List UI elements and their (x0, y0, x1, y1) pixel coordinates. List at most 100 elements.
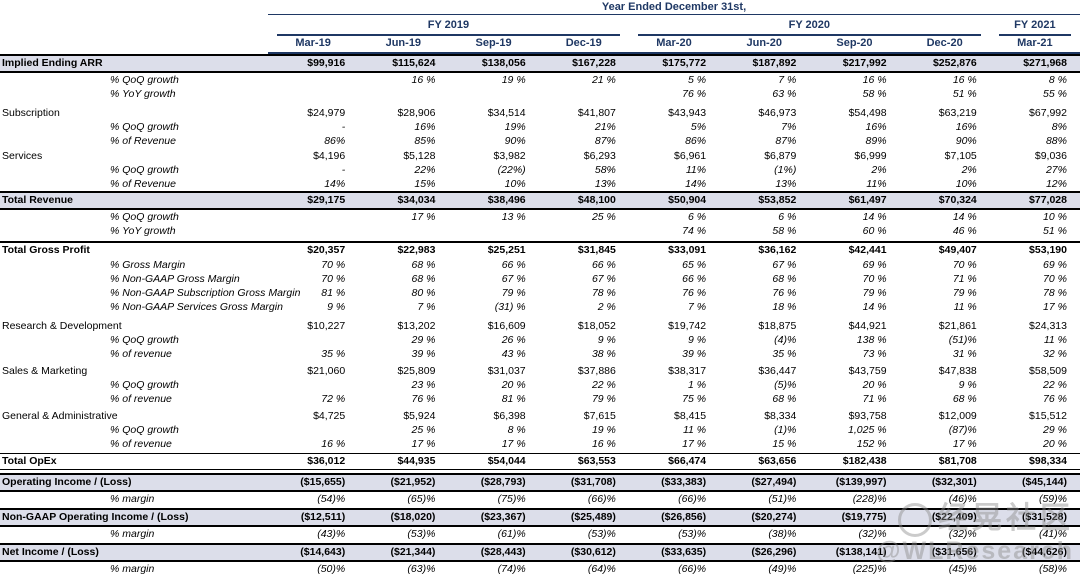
cell: $25,809 (397, 365, 436, 377)
cell: $24,313 (1029, 320, 1067, 332)
cell: 63 % (772, 88, 797, 100)
cell: 16% (865, 121, 887, 133)
cell: 11 % (682, 424, 707, 436)
cell: ($18,020) (390, 511, 436, 523)
table-row: Total Gross Profit $20,357 $22,983 $25,251 $… (0, 241, 1080, 258)
cell: 13% (775, 178, 797, 190)
table-row: % of Revenue 14% 15% 10% 13% 14% 13% 11% 10% 12% (0, 177, 1080, 191)
cell: 90% (955, 135, 977, 147)
cell: 79 % (591, 393, 616, 405)
cell: 88% (1045, 135, 1067, 147)
cell: 51 % (952, 88, 977, 100)
table-row: % QoQ growth 23 % 20 % 22 % 1 % (5)% 20 % 9 % 22… (0, 378, 1080, 392)
row-label: Operating Income / (Loss) (2, 476, 132, 488)
cell: 9 % (327, 301, 346, 313)
cell: 58 % (862, 88, 887, 100)
cell: (58)% (1038, 563, 1067, 575)
row-label: % QoQ growth (110, 379, 179, 391)
cell: 7 % (778, 74, 797, 86)
cell: $48,100 (577, 194, 616, 206)
cell: 16 % (411, 74, 436, 86)
cell: ($26,856) (661, 511, 707, 523)
table-row: % YoY growth 76 % 63 % 58 % 51 % 55 % (0, 87, 1080, 101)
cell: 26 % (501, 334, 526, 346)
table-row: % of revenue 35 % 39 % 43 % 38 % 39 % 35 % 73 %… (0, 347, 1080, 361)
cell: $24,979 (307, 107, 346, 119)
cell: 39 % (682, 348, 707, 360)
cell: 17 % (682, 438, 707, 450)
cell: $21,060 (307, 365, 346, 377)
cell: ($139,997) (835, 476, 887, 488)
cell (268, 87, 358, 101)
label-column-spacer (0, 15, 268, 34)
column-header-mar-20: Mar-20 (656, 37, 692, 49)
cell: 69 % (862, 259, 887, 271)
cell: ($28,793) (480, 476, 526, 488)
row-label: % Non-GAAP Subscription Gross Margin (110, 287, 301, 299)
cell: $187,892 (752, 57, 797, 69)
cell: 138 % (856, 334, 887, 346)
cell: $22,983 (397, 244, 436, 256)
column-header-sep-19: Sep-19 (475, 37, 512, 49)
cell: 39 % (411, 348, 436, 360)
cell: ($20,274) (751, 511, 797, 523)
cell (448, 87, 538, 101)
cell: $18,875 (758, 320, 797, 332)
cell: 21 % (591, 74, 616, 86)
cell: 55 % (1043, 88, 1067, 100)
row-label: % QoQ growth (110, 164, 179, 176)
cell: $98,334 (1029, 455, 1067, 467)
table-row: Net Income / (Loss) ($14,643) ($21,344) ($2… (0, 543, 1080, 562)
cell: $6,293 (583, 150, 616, 162)
cell: 79 % (862, 287, 887, 299)
cell: 76 % (411, 393, 436, 405)
column-header-row: Mar-19 Jun-19 Sep-19 Dec-19 Mar-20 Jun-20 Sep-… (0, 34, 1080, 54)
cell: 29 % (1043, 424, 1067, 436)
table-row: % YoY growth 74 % 58 % 60 % 46 % 51 % (0, 224, 1080, 238)
title-row: Year Ended December 31st, (0, 1, 1080, 15)
cell: $81,708 (938, 455, 977, 467)
cell: $5,128 (403, 150, 436, 162)
table-row: % of Revenue 86% 85% 90% 87% 86% 87% 89% 90% 88% (0, 134, 1080, 148)
cell: (43)% (317, 528, 346, 540)
column-header-sep-20: Sep-20 (836, 37, 873, 49)
cell: 66 % (501, 259, 526, 271)
cell: 2% (961, 164, 977, 176)
cell: 14 % (952, 211, 977, 223)
cell: (1%) (774, 164, 797, 176)
cell: 70 % (321, 273, 346, 285)
cell: ($25,489) (570, 511, 616, 523)
cell: (32)% (948, 528, 977, 540)
row-label: Implied Ending ARR (2, 57, 103, 69)
table-row: Subscription $24,979 $28,906 $34,514 $41,807… (0, 106, 1080, 120)
cell: 152 % (856, 438, 887, 450)
row-label: % of Revenue (110, 178, 176, 190)
cell: 19 % (591, 424, 616, 436)
cell: (64)% (587, 563, 616, 575)
cell: $4,725 (313, 410, 346, 422)
cell: $63,219 (938, 107, 977, 119)
cell: ($33,383) (661, 476, 707, 488)
cell: 70 % (952, 259, 977, 271)
cell: (32)% (858, 528, 887, 540)
row-label: Non-GAAP Operating Income / (Loss) (2, 511, 189, 523)
cell: 16% (414, 121, 436, 133)
cell: 76 % (1043, 393, 1067, 405)
cell: 69 % (1043, 259, 1067, 271)
row-label: % of revenue (110, 348, 172, 360)
table-row: Research & Development $10,227 $13,202 $16,… (0, 319, 1080, 333)
cell: ($138,141) (835, 546, 887, 558)
cell: $5,924 (403, 410, 436, 422)
cell: 72 % (321, 393, 346, 405)
cell: 25 % (411, 424, 436, 436)
cell: 14 % (862, 211, 887, 223)
cell: 58 % (772, 225, 797, 237)
cell: $36,162 (758, 244, 797, 256)
cell: $25,251 (487, 244, 526, 256)
cell: 16 % (862, 74, 887, 86)
cell: $70,324 (938, 194, 977, 206)
table-row: % QoQ growth 16 % 19 % 21 % 5 % 7 % 16 % 16 % 8 … (0, 73, 1080, 87)
cell (358, 224, 448, 238)
cell: $38,496 (487, 194, 526, 206)
